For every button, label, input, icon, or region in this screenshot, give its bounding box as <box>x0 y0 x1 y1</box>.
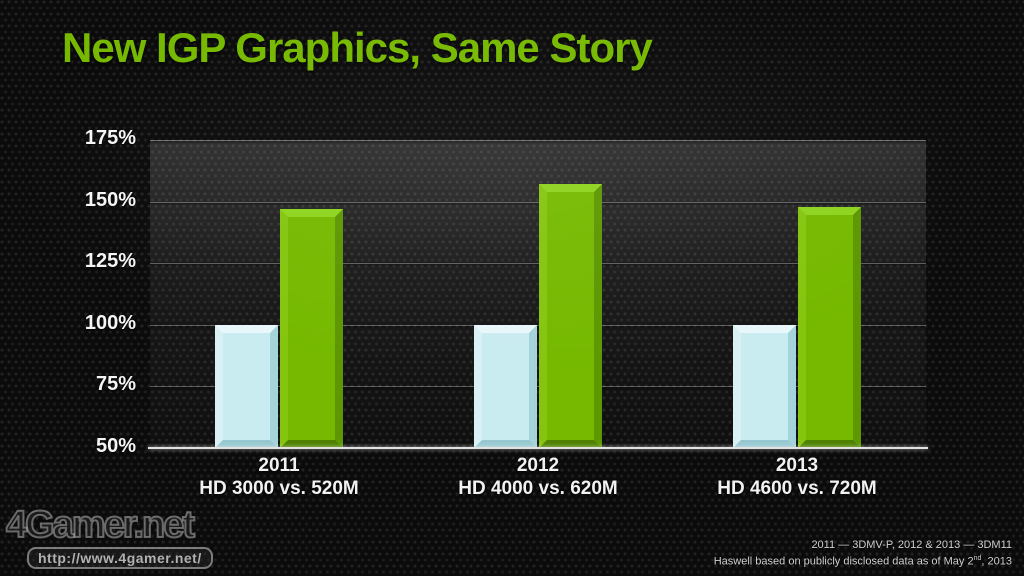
footnote-line2-text: Haswell based on publicly disclosed data… <box>713 556 974 568</box>
category-year: 2011 <box>258 455 300 476</box>
x-axis-baseline <box>148 447 928 449</box>
y-tick-label-100: 100% <box>84 311 136 334</box>
gridline-175 <box>150 140 926 141</box>
bar-blue-baseline-2013 <box>733 325 796 448</box>
category-label-2012: 2012 HD 4000 vs. 620M <box>408 454 668 500</box>
y-tick-label-125: 125% <box>84 250 136 273</box>
bar-green-2012 <box>539 184 602 448</box>
y-tick-label-75: 75% <box>95 373 136 396</box>
footnote-line2: Haswell based on publicly disclosed data… <box>714 552 1012 569</box>
category-year: 2012 <box>516 455 560 476</box>
category-label-2011: 2011 HD 3000 vs. 520M <box>149 454 409 500</box>
footnote-line1: 2011 — 3DMV-P, 2012 & 2013 — 3DM11 <box>811 539 1012 552</box>
category-year: 2013 <box>775 455 819 476</box>
slide-title: New IGP Graphics, Same Story <box>62 24 653 71</box>
4gamer-logo: 4Gamer.net <box>5 503 196 547</box>
footnote-line2-year: , 2013 <box>981 556 1012 568</box>
category-matchup: HD 3000 vs. 520M <box>199 478 359 499</box>
category-matchup: HD 4600 vs. 720M <box>717 478 877 499</box>
4gamer-url-badge: http://www.4gamer.net/ <box>27 547 213 569</box>
y-tick-label-175: 175% <box>84 127 136 149</box>
bar-blue-baseline-2011 <box>215 325 278 448</box>
footnote: 2011 — 3DMV-P, 2012 & 2013 — 3DM11 Haswe… <box>714 539 1012 569</box>
gridline-150 <box>150 201 926 203</box>
category-matchup: HD 4000 vs. 620M <box>458 478 618 499</box>
bar-green-2011 <box>280 209 343 448</box>
category-label-2013: 2013 HD 4600 vs. 720M <box>667 454 927 500</box>
bar-blue-baseline-2012 <box>474 325 537 448</box>
y-tick-label-50: 50% <box>95 435 136 457</box>
y-tick-label-150: 150% <box>84 188 136 211</box>
bar-green-2013 <box>798 207 861 448</box>
